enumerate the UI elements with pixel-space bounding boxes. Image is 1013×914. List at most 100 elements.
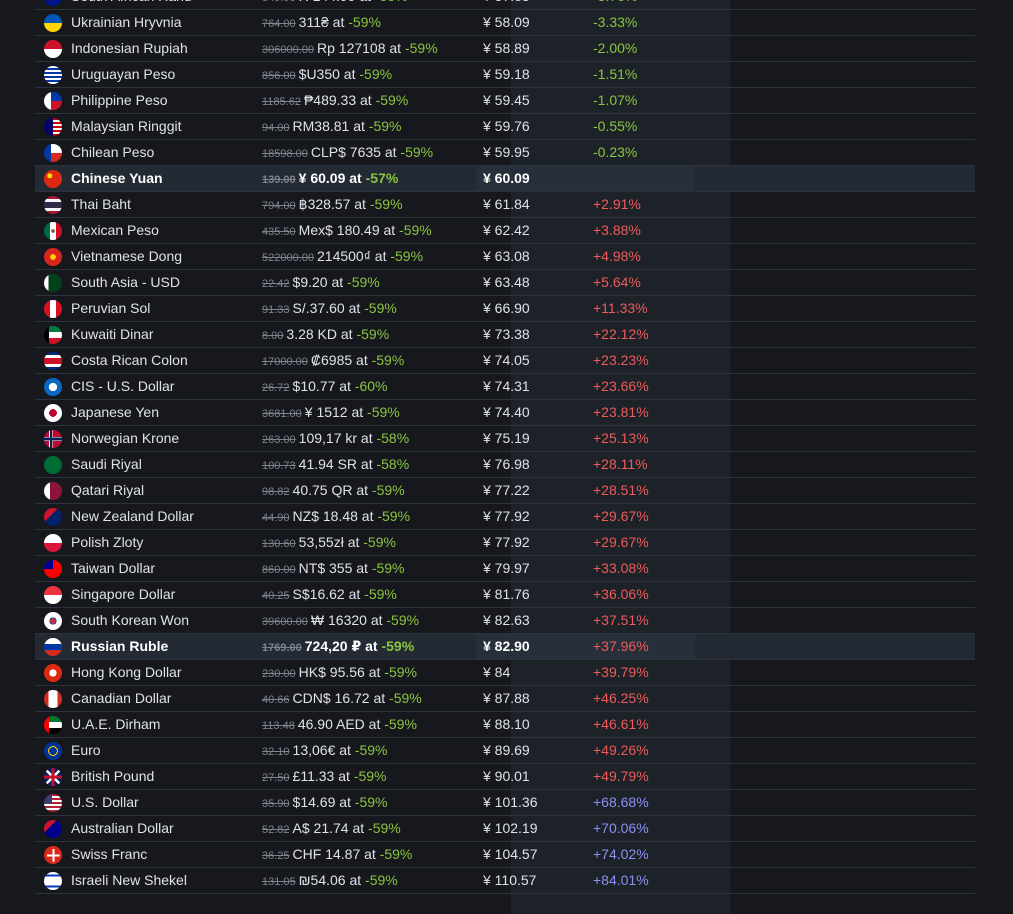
price-difference: +36.06% xyxy=(593,586,649,602)
currency-name: Vietnamese Dong xyxy=(71,248,183,264)
table-row[interactable]: Canadian Dollar 40.66 CDN$ 16.72 at -59% ¥ … xyxy=(35,686,975,712)
table-row[interactable]: Costa Rican Colon 17000.00 ₡6985 at -59% ¥ … xyxy=(35,348,975,374)
table-row[interactable]: U.A.E. Dirham 113.48 46.90 AED at -59% ¥ 88… xyxy=(35,712,975,738)
flag-qatar-icon xyxy=(44,482,62,500)
currency-name: Hong Kong Dollar xyxy=(71,664,182,680)
table-row[interactable]: U.S. Dollar 35.90 $14.69 at -59% ¥ 101.36 +6… xyxy=(35,790,975,816)
converted-cell: ¥ 60.09 xyxy=(476,166,695,191)
price-difference: +25.13% xyxy=(593,430,649,446)
currency-name: Euro xyxy=(71,742,101,758)
converted-price: ¥ 74.40 xyxy=(483,404,530,420)
currency-name: Peruvian Sol xyxy=(71,300,151,316)
table-row[interactable]: Vietnamese Dong 522000.00 214500₫ at -59% ¥… xyxy=(35,244,975,270)
sale-price: 13,06€ at xyxy=(292,742,355,758)
table-row[interactable]: CIS - U.S. Dollar 26.72 $10.77 at -60% ¥ 74… xyxy=(35,374,975,400)
local-price: 131.05 ₪54.06 at -59% xyxy=(262,872,398,888)
converted-cell: ¥ 62.42 xyxy=(476,218,695,243)
sale-price: S/.37.60 at xyxy=(292,300,365,316)
price-difference: -0.55% xyxy=(593,118,638,134)
table-row[interactable]: Ukrainian Hryvnia 764.00 311₴ at -59% ¥ 58.… xyxy=(35,10,975,36)
flag-russia-icon xyxy=(44,638,62,656)
table-row[interactable]: Thai Baht 794.00 ฿328.57 at -59% ¥ 61.84 +2.… xyxy=(35,192,975,218)
table-row[interactable]: Philippine Peso 1185.62 ₱489.33 at -59% ¥ 5… xyxy=(35,88,975,114)
original-price: 113.48 xyxy=(262,720,295,732)
price-difference: +22.12% xyxy=(593,326,649,342)
table-row[interactable]: Malaysian Ringgit 94.00 RM38.81 at -59% ¥ 5… xyxy=(35,114,975,140)
table-row[interactable]: Kuwaiti Dinar 8.00 3.28 KD at -59% ¥ 73.38 +… xyxy=(35,322,975,348)
table-row[interactable]: Chilean Peso 18598.00 CLP$ 7635 at -59% ¥ 5… xyxy=(35,140,975,166)
original-price: 40.66 xyxy=(262,694,290,706)
converted-price: ¥ 79.97 xyxy=(483,560,530,576)
original-price: 139.00 xyxy=(262,174,296,186)
table-row[interactable]: British Pound 27.50 £11.33 at -59% ¥ 90.01 +… xyxy=(35,764,975,790)
sale-price: $9.20 at xyxy=(292,274,348,290)
converted-price: ¥ 81.76 xyxy=(483,586,530,602)
table-row[interactable]: South African Rand 349.90R 144.99 at -58%… xyxy=(35,0,975,10)
table-row[interactable]: Uruguayan Peso 856.00 $U350 at -59% ¥ 59.18… xyxy=(35,62,975,88)
table-row[interactable]: Taiwan Dollar 860.00 NT$ 355 at -59% ¥ 79.9… xyxy=(35,556,975,582)
original-price: 32.10 xyxy=(262,746,290,758)
converted-price: ¥ 77.92 xyxy=(483,508,530,524)
sale-price: ¥ 1512 at xyxy=(304,404,368,420)
table-row[interactable]: South Asia - USD 22.42 $9.20 at -59% ¥ 63.4… xyxy=(35,270,975,296)
table-row[interactable]: Polish Zloty 130.60 53,55zł at -59% ¥ 77.92… xyxy=(35,530,975,556)
currency-name: South Korean Won xyxy=(71,612,190,628)
table-row[interactable]: Japanese Yen 3681.00 ¥ 1512 at -59% ¥ 74.40… xyxy=(35,400,975,426)
converted-cell: ¥ 88.10 xyxy=(476,712,695,737)
converted-price: ¥ 82.63 xyxy=(483,612,530,628)
flag-israel-icon xyxy=(44,872,62,890)
table-row[interactable]: Peruvian Sol 91.33 S/.37.60 at -59% ¥ 66.90… xyxy=(35,296,975,322)
converted-cell: ¥ 75.19 xyxy=(476,426,695,451)
price-difference: +84.01% xyxy=(593,872,649,888)
original-price: 1185.62 xyxy=(262,96,301,108)
table-row[interactable]: Swiss Franc 36.25 CHF 14.87 at -59% ¥ 104.5… xyxy=(35,842,975,868)
table-row[interactable]: Singapore Dollar 40.25 S$16.62 at -59% ¥ 81… xyxy=(35,582,975,608)
table-row[interactable]: Chinese Yuan 139.00 ¥ 60.09 at -57% ¥ 60.09 xyxy=(35,166,975,192)
flag-taiwan-icon xyxy=(44,560,62,578)
discount-percent: -59% xyxy=(381,638,415,654)
local-price: 40.25 S$16.62 at -59% xyxy=(262,586,397,602)
converted-price: ¥ 76.98 xyxy=(483,456,530,472)
converted-price: ¥ 102.19 xyxy=(483,820,538,836)
table-row[interactable]: Norwegian Krone 263.00 109,17 kr at -58% ¥ … xyxy=(35,426,975,452)
discount-percent: -59% xyxy=(371,352,405,368)
table-row[interactable]: Indonesian Rupiah 306000.00 Rp 127108 at -… xyxy=(35,36,975,62)
local-price: 17000.00 ₡6985 at -59% xyxy=(262,352,404,368)
converted-price: ¥ 59.45 xyxy=(483,92,530,108)
table-row[interactable]: Hong Kong Dollar 230.00 HK$ 95.56 at -59% ¥… xyxy=(35,660,975,686)
converted-price: ¥ 59.76 xyxy=(483,118,530,134)
price-difference: +37.96% xyxy=(593,638,649,654)
price-difference: +37.51% xyxy=(593,612,649,628)
price-difference: -1.07% xyxy=(593,92,638,108)
price-table: South African Rand 349.90R 144.99 at -58%… xyxy=(35,0,975,914)
table-row[interactable]: Euro 32.10 13,06€ at -59% ¥ 89.69 +49.26% xyxy=(35,738,975,764)
original-price: 39600.00 xyxy=(262,616,308,628)
currency-name: Mexican Peso xyxy=(71,222,159,238)
price-difference: +39.79% xyxy=(593,664,649,680)
table-row[interactable]: New Zealand Dollar 44.90 NZ$ 18.48 at -59%… xyxy=(35,504,975,530)
price-difference: +28.51% xyxy=(593,482,649,498)
sale-price: ₡6985 at xyxy=(310,352,372,368)
converted-price: ¥ 74.05 xyxy=(483,352,530,368)
local-price: 22.42 $9.20 at -59% xyxy=(262,274,380,290)
table-row[interactable]: Qatari Riyal 98.82 40.75 QR at -59% ¥ 77.22… xyxy=(35,478,975,504)
discount-percent: -59% xyxy=(379,846,413,862)
table-row[interactable]: Russian Ruble 1769.00 724,20 ₽ at -59% ¥ 82… xyxy=(35,634,975,660)
price-difference: +46.25% xyxy=(593,690,649,706)
converted-price: ¥ 59.18 xyxy=(483,66,530,82)
table-row[interactable]: South Korean Won 39600.00 ₩ 16320 at -59% ¥… xyxy=(35,608,975,634)
local-price: 8.00 3.28 KD at -59% xyxy=(262,326,389,342)
sale-price: Mex$ 180.49 at xyxy=(298,222,400,238)
discount-percent: -59% xyxy=(368,118,402,134)
table-row[interactable]: Mexican Peso 435.50 Mex$ 180.49 at -59% ¥ 6… xyxy=(35,218,975,244)
price-difference: +23.81% xyxy=(593,404,649,420)
converted-cell: ¥ 63.48 xyxy=(476,270,695,295)
price-difference: +23.23% xyxy=(593,352,649,368)
price-difference: +68.68% xyxy=(593,794,649,810)
price-difference: +23.66% xyxy=(593,378,649,394)
table-row[interactable]: Israeli New Shekel 131.05 ₪54.06 at -59% ¥ … xyxy=(35,868,975,894)
discount-percent: -59% xyxy=(367,404,400,420)
table-row[interactable]: Australian Dollar 52.82 A$ 21.74 at -59% ¥ … xyxy=(35,816,975,842)
table-row[interactable]: Saudi Riyal 100.73 41.94 SR at -58% ¥ 76.98… xyxy=(35,452,975,478)
local-price: 98.82 40.75 QR at -59% xyxy=(262,482,405,498)
